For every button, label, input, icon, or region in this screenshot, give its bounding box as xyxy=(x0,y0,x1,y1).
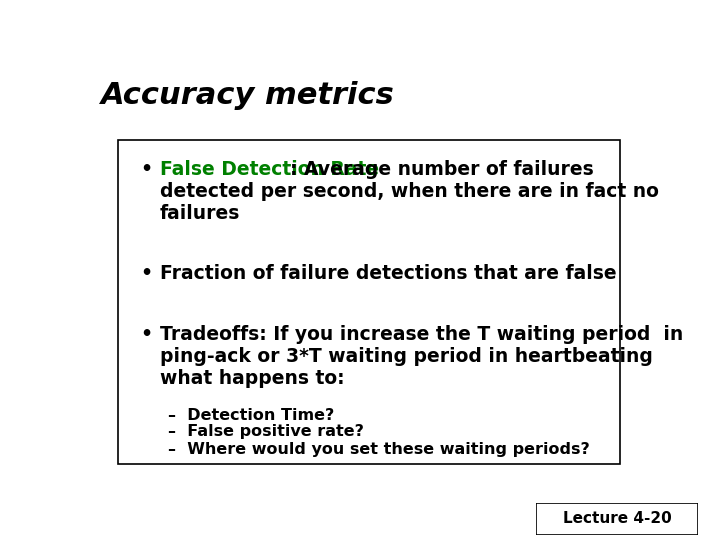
FancyBboxPatch shape xyxy=(536,503,698,535)
Text: –  Detection Time?: – Detection Time? xyxy=(168,408,334,423)
Text: •: • xyxy=(140,265,153,284)
Text: –  Where would you set these waiting periods?: – Where would you set these waiting peri… xyxy=(168,442,590,457)
Text: Fraction of failure detections that are false: Fraction of failure detections that are … xyxy=(160,265,616,284)
Text: Tradeoffs: If you increase the T waiting period  in
ping-ack or 3*T waiting peri: Tradeoffs: If you increase the T waiting… xyxy=(160,325,683,388)
Text: –  False positive rate?: – False positive rate? xyxy=(168,424,364,440)
Text: •: • xyxy=(140,160,153,179)
FancyBboxPatch shape xyxy=(118,140,620,464)
Text: False Detection Rate: False Detection Rate xyxy=(160,160,379,179)
Text: Lecture 4-20: Lecture 4-20 xyxy=(563,511,672,526)
Text: : Average number of failures
detected per second, when there are in fact no
fail: : Average number of failures detected pe… xyxy=(160,160,659,224)
Text: •: • xyxy=(140,325,153,343)
Text: Accuracy metrics: Accuracy metrics xyxy=(101,82,395,111)
